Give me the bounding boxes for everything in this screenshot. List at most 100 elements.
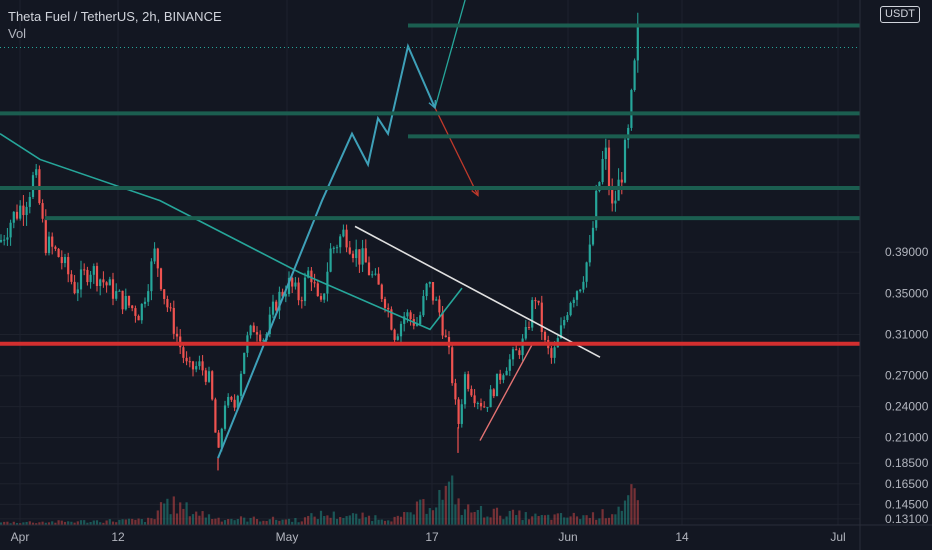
volume-bar (60, 520, 63, 525)
candle-body (291, 277, 294, 287)
volume-bar (223, 520, 227, 525)
volume-bar (41, 521, 44, 525)
candle-body (527, 327, 531, 329)
candle-body (444, 335, 447, 338)
volume-bar (409, 512, 412, 525)
volume-bar (131, 518, 134, 525)
candle-body (319, 296, 323, 300)
candle-body (540, 302, 543, 332)
candle-body (249, 325, 252, 336)
trend-drawings[interactable] (0, 0, 601, 459)
candle-body (531, 300, 534, 328)
candle-body (223, 405, 227, 429)
candle-body (559, 325, 563, 339)
candle-body (489, 389, 492, 408)
volume-bar (230, 518, 233, 525)
candle-body (473, 395, 476, 404)
volume-bar (22, 522, 25, 525)
candle-body (323, 293, 326, 300)
candle-body (591, 227, 595, 245)
candle-body (204, 370, 207, 382)
candle-body (41, 203, 44, 219)
candle-body (175, 333, 179, 337)
candle-body (614, 200, 617, 204)
candle-body (422, 296, 425, 316)
candle-body (300, 300, 303, 302)
candle-body (585, 262, 588, 282)
horizontal-levels[interactable]: 0.610070.524750.502400.452300.423060.301… (0, 17, 931, 352)
volume-bar (105, 520, 108, 525)
candle-body (566, 315, 569, 320)
candle-body (57, 248, 60, 258)
volume-bar (281, 519, 284, 525)
currency-selector[interactable]: USDT (880, 6, 920, 23)
candle-body (582, 281, 585, 290)
candle-body (521, 338, 524, 356)
descending-trend-line (354, 225, 601, 358)
volume-bar (483, 517, 486, 525)
volume-bar (492, 508, 495, 525)
volume-bar (143, 522, 147, 525)
symbol-legend[interactable]: Theta Fuel / TetherUS, 2h, BINANCE Vol (8, 8, 222, 42)
volume-bar (447, 481, 451, 525)
volume-bar (406, 512, 409, 525)
candle-body (441, 312, 444, 336)
candle-body (28, 196, 31, 207)
candle-body (524, 327, 527, 339)
candle-body (454, 383, 457, 400)
volume-bar (579, 519, 582, 525)
candle-body (63, 257, 67, 264)
volume-bar (307, 515, 310, 525)
volume-bar (547, 514, 550, 525)
candle-body (118, 290, 121, 292)
volume-bar (159, 502, 163, 525)
volume-bar (118, 519, 121, 525)
candle-body (419, 315, 422, 325)
volume-bars (0, 475, 639, 525)
time-axis[interactable]: Apr 12 May 17 Jun 14 Jul (0, 524, 932, 544)
volume-bar (102, 522, 105, 525)
volume-bar (54, 522, 57, 525)
volume-bar (451, 475, 454, 525)
candle-body (201, 361, 204, 371)
candle-body (367, 262, 371, 276)
candle-body (44, 218, 47, 254)
candle-body (51, 236, 54, 247)
candle-body (355, 249, 358, 259)
volume-bar (47, 522, 51, 525)
candle-body (140, 303, 143, 321)
candle-body (0, 240, 3, 242)
volume-bar (444, 485, 447, 525)
volume-bar (515, 515, 518, 525)
candle-body (569, 303, 572, 316)
candle-body (351, 253, 355, 259)
candle-body (313, 282, 316, 284)
candle-body (217, 432, 220, 448)
volume-bar (227, 519, 230, 525)
candle-body (303, 277, 307, 302)
symbol-title[interactable]: Theta Fuel / TetherUS, 2h, BINANCE (8, 9, 222, 24)
y-tick-label: 0.13100 (885, 512, 929, 526)
volume-bar (233, 520, 236, 525)
volume-bar (214, 518, 217, 525)
volume-bar (486, 516, 489, 525)
candle-body (409, 312, 412, 320)
volume-bar (531, 516, 534, 525)
candle-body (124, 295, 127, 310)
volume-bar (412, 514, 415, 525)
volume-bar (79, 520, 83, 525)
volume-bar (73, 522, 76, 525)
candle-body (156, 248, 159, 269)
volume-bar (201, 511, 204, 525)
x-tick-label: Jul (830, 530, 845, 544)
volume-bar (70, 521, 73, 525)
candle-body (76, 289, 79, 294)
candle-body (12, 211, 15, 223)
volume-bar (358, 518, 361, 525)
x-tick-label: 12 (111, 530, 125, 544)
candle-body (486, 407, 489, 409)
volume-label[interactable]: Vol (8, 26, 27, 41)
